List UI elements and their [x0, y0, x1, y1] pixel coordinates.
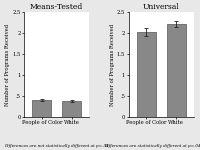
Bar [62, 101, 81, 117]
Bar [137, 32, 156, 117]
Text: Differences are not statistically different at p=.34.: Differences are not statistically differ… [4, 144, 110, 148]
Bar [32, 100, 51, 117]
Title: Means-Tested: Means-Tested [30, 3, 83, 11]
Y-axis label: Number of Programs Received: Number of Programs Received [110, 23, 115, 106]
Bar [167, 24, 186, 117]
Y-axis label: Number of Programs Received: Number of Programs Received [5, 23, 10, 106]
Title: Universal: Universal [143, 3, 180, 11]
Text: Differences are statistically different at p=.04.: Differences are statistically different … [104, 144, 200, 148]
